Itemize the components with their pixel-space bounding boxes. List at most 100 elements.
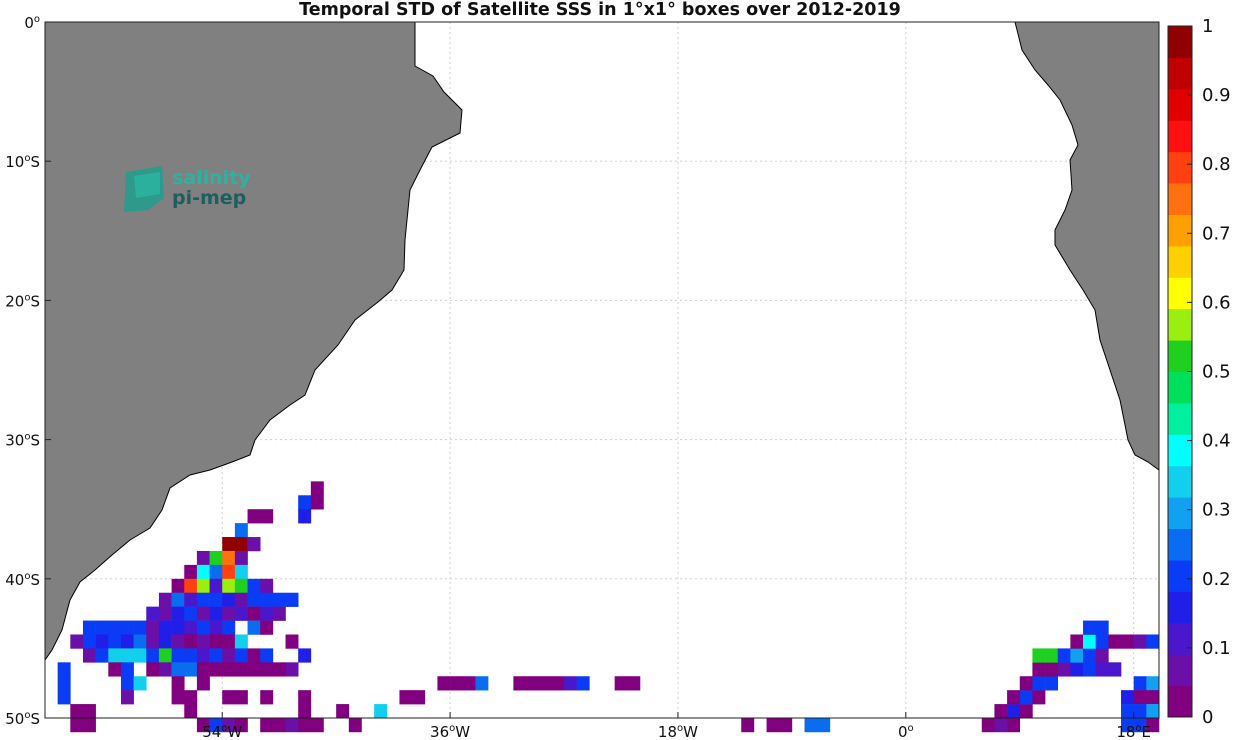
std-cell bbox=[614, 676, 628, 691]
std-cell bbox=[247, 620, 261, 635]
colorbar-block bbox=[1168, 497, 1192, 530]
std-cell bbox=[298, 495, 312, 510]
std-cell bbox=[222, 620, 236, 635]
std-cell bbox=[120, 676, 134, 691]
std-cell bbox=[196, 662, 210, 677]
std-cell bbox=[234, 690, 248, 705]
std-cell bbox=[171, 690, 185, 705]
std-cell bbox=[234, 523, 248, 538]
std-cell bbox=[298, 718, 312, 733]
std-cell bbox=[272, 592, 286, 607]
std-cell bbox=[310, 495, 324, 510]
std-cell bbox=[196, 718, 210, 733]
std-cell bbox=[171, 676, 185, 691]
std-cell bbox=[1083, 662, 1097, 677]
y-tick-label: 0o bbox=[24, 14, 40, 32]
std-cell bbox=[95, 648, 109, 663]
std-cell bbox=[209, 564, 223, 580]
std-cell bbox=[437, 676, 451, 691]
std-cell bbox=[158, 606, 172, 621]
std-cell bbox=[70, 718, 84, 733]
std-cell bbox=[1121, 718, 1134, 733]
colorbar-block bbox=[1168, 371, 1192, 404]
std-cell bbox=[1057, 662, 1071, 677]
std-cell bbox=[234, 592, 248, 607]
std-cell bbox=[1019, 676, 1033, 691]
colorbar-block bbox=[1168, 528, 1192, 561]
std-cell bbox=[120, 620, 134, 635]
std-cell bbox=[108, 634, 122, 649]
std-cell bbox=[234, 718, 248, 733]
std-cell bbox=[1121, 690, 1134, 705]
std-cell bbox=[222, 550, 236, 566]
colorbar-block bbox=[1168, 277, 1192, 310]
std-cell bbox=[450, 676, 464, 691]
std-cell bbox=[260, 509, 274, 524]
std-cell bbox=[108, 662, 122, 677]
std-cell bbox=[285, 718, 299, 733]
std-cell bbox=[146, 620, 160, 635]
std-cell bbox=[95, 634, 109, 649]
std-cell bbox=[1045, 676, 1059, 691]
colorbar-block bbox=[1168, 151, 1192, 184]
colorbar-block bbox=[1168, 308, 1192, 341]
std-cell bbox=[298, 704, 312, 719]
std-cell bbox=[1032, 648, 1046, 663]
logo-line2: pi-mep bbox=[172, 187, 246, 209]
std-cell bbox=[981, 718, 995, 733]
std-cell bbox=[1070, 662, 1084, 677]
x-axis: 54oW 36oW 18oW 0o 18oE bbox=[202, 712, 1151, 740]
std-cell bbox=[108, 620, 122, 635]
y-tick-label: 30oS bbox=[5, 432, 40, 450]
std-cell bbox=[1133, 634, 1147, 649]
std-cell bbox=[1108, 662, 1122, 677]
std-cell bbox=[1146, 634, 1160, 649]
std-cell bbox=[1019, 704, 1033, 719]
std-cell bbox=[1032, 662, 1046, 677]
colorbar-block bbox=[1168, 120, 1192, 153]
std-cell bbox=[222, 537, 236, 552]
std-cell bbox=[741, 718, 755, 733]
std-cell bbox=[247, 662, 261, 677]
colorbar-tick-label: 0.4 bbox=[1202, 431, 1231, 452]
std-cell bbox=[1133, 718, 1147, 733]
y-tick-label: 20oS bbox=[5, 292, 40, 310]
std-cell bbox=[513, 676, 527, 691]
std-cell bbox=[209, 634, 223, 649]
std-cell bbox=[1146, 676, 1160, 691]
std-cell bbox=[1057, 648, 1071, 663]
std-cell bbox=[95, 620, 109, 635]
std-cell bbox=[133, 620, 147, 635]
std-cell bbox=[1133, 676, 1147, 691]
std-cell bbox=[209, 648, 223, 663]
y-axis: 0o 10oS 20oS 30oS 40oS 50oS bbox=[5, 14, 51, 728]
std-cell bbox=[766, 718, 780, 733]
std-cell bbox=[171, 578, 185, 594]
std-cell bbox=[234, 662, 248, 677]
logo-line1: salinity bbox=[172, 167, 251, 189]
std-cell bbox=[222, 564, 236, 580]
x-tick-label: 54oW bbox=[202, 723, 242, 740]
std-cell bbox=[234, 606, 248, 621]
std-cell bbox=[234, 537, 248, 552]
std-cell bbox=[222, 634, 236, 649]
std-cell bbox=[1121, 634, 1134, 649]
colorbar-tick-label: 0.5 bbox=[1202, 362, 1231, 383]
std-cell bbox=[158, 620, 172, 635]
std-cell bbox=[171, 606, 185, 621]
std-cell bbox=[298, 509, 312, 524]
map-border bbox=[44, 21, 1160, 719]
std-cell bbox=[247, 578, 261, 594]
std-cell bbox=[184, 648, 198, 663]
std-cell bbox=[1095, 662, 1109, 677]
x-tick-label: 18oW bbox=[658, 723, 698, 740]
std-cell bbox=[222, 648, 236, 663]
std-cell bbox=[209, 662, 223, 677]
std-cell bbox=[1045, 648, 1059, 663]
std-cell bbox=[994, 718, 1008, 733]
std-cell bbox=[57, 662, 71, 677]
std-cell bbox=[260, 662, 274, 677]
std-cell bbox=[1032, 690, 1046, 705]
std-cell bbox=[234, 578, 248, 594]
std-cell bbox=[196, 634, 210, 649]
